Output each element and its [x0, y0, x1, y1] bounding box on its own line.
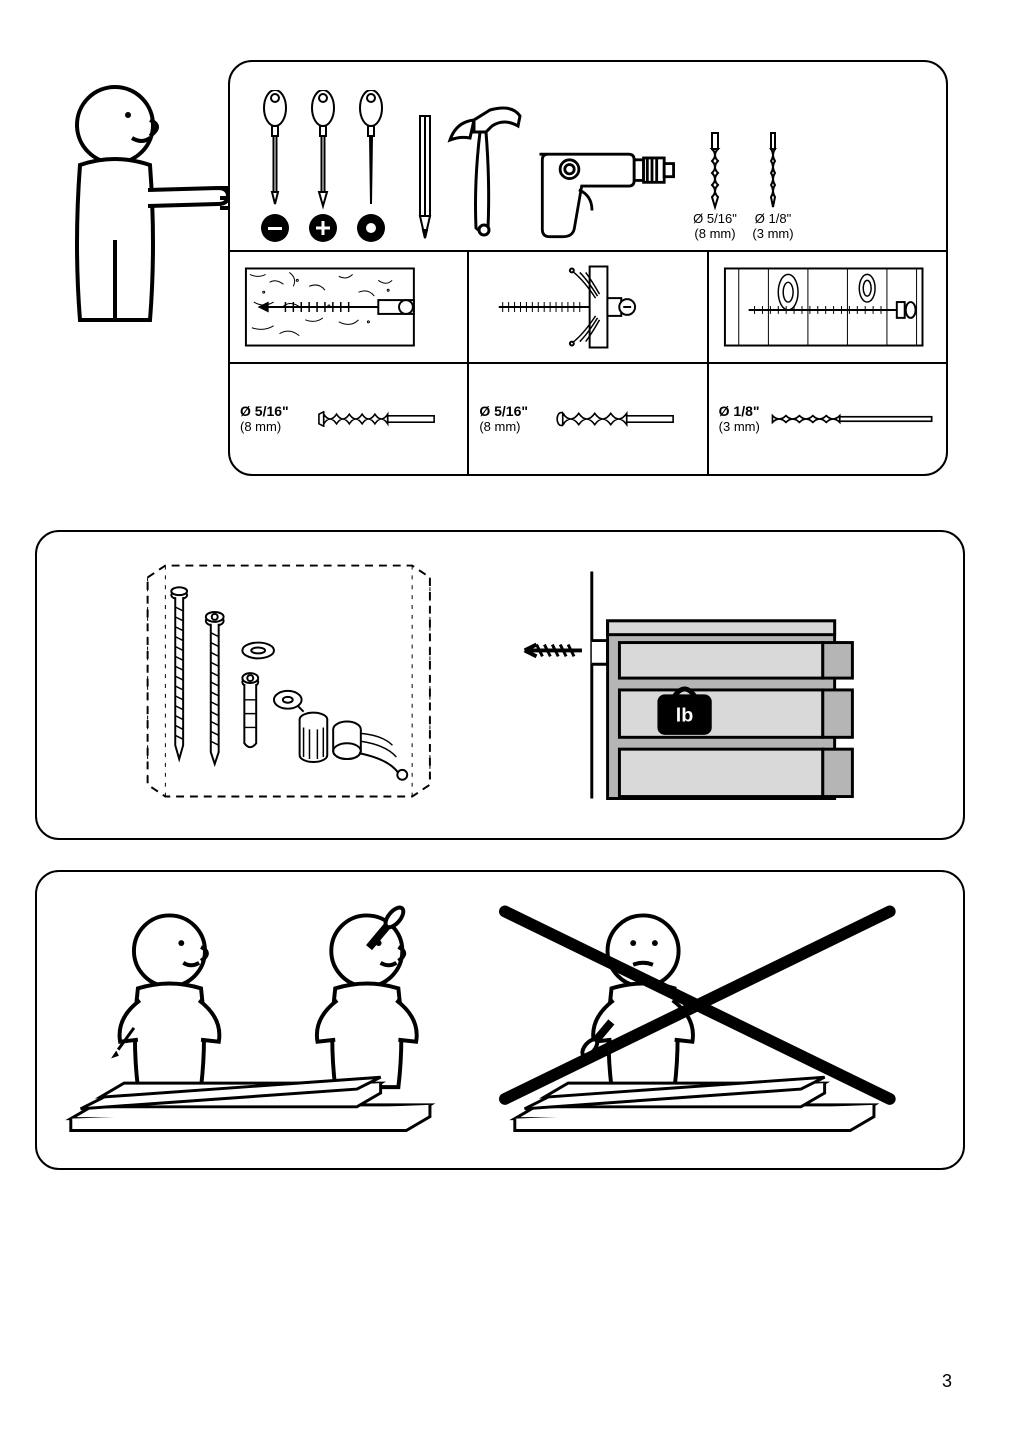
masonry-bit-icon [297, 411, 458, 427]
hardware-panel: lb [35, 530, 965, 840]
drywall-mm: (8 mm) [479, 419, 520, 434]
drywall-cell [469, 252, 708, 362]
metal-bit-icon [536, 411, 697, 427]
ikea-character-icon [40, 70, 240, 330]
phillips-tip-icon [309, 214, 337, 242]
hammer-icon [444, 102, 524, 242]
bit2-dia: Ø 1/8" [755, 211, 791, 226]
masonry-wall-cell [230, 252, 469, 362]
flathead-screwdriver-icon [260, 90, 290, 210]
wood-dia: Ø 1/8" [719, 403, 760, 419]
bit1-dia: Ø 5/16" [693, 211, 737, 226]
drywall-dia: Ø 5/16" [479, 403, 528, 419]
tools-panel: Ø 5/16"(8 mm) Ø 1/8"(3 mm) [228, 60, 948, 476]
flathead-tip-icon [261, 214, 289, 242]
drill-bit-2: Ø 1/8"(3 mm) [748, 131, 798, 242]
bit1-mm: (8 mm) [694, 226, 735, 241]
wood-wall-cell [709, 252, 946, 362]
phillips-screwdriver-icon [308, 90, 338, 210]
masonry-bit-cell: Ø 5/16" (8 mm) [230, 364, 469, 474]
bit2-mm: (3 mm) [752, 226, 793, 241]
wood-mm: (3 mm) [719, 419, 760, 434]
drill-bit-1: Ø 5/16"(8 mm) [690, 131, 740, 242]
round-tip-icon [357, 214, 385, 242]
drywall-bit-cell: Ø 5/16" (8 mm) [469, 364, 708, 474]
masonry-mm: (8 mm) [240, 419, 281, 434]
masonry-dia: Ø 5/16" [240, 403, 289, 419]
pencil-icon [414, 112, 436, 242]
page-number: 3 [942, 1371, 952, 1392]
wood-bit-icon [768, 411, 936, 427]
people-panel [35, 870, 965, 1170]
power-drill-icon [532, 132, 682, 242]
awl-screwdriver-icon [356, 90, 386, 210]
weight-label: lb [676, 705, 694, 727]
wood-bit-cell: Ø 1/8" (3 mm) [709, 364, 946, 474]
